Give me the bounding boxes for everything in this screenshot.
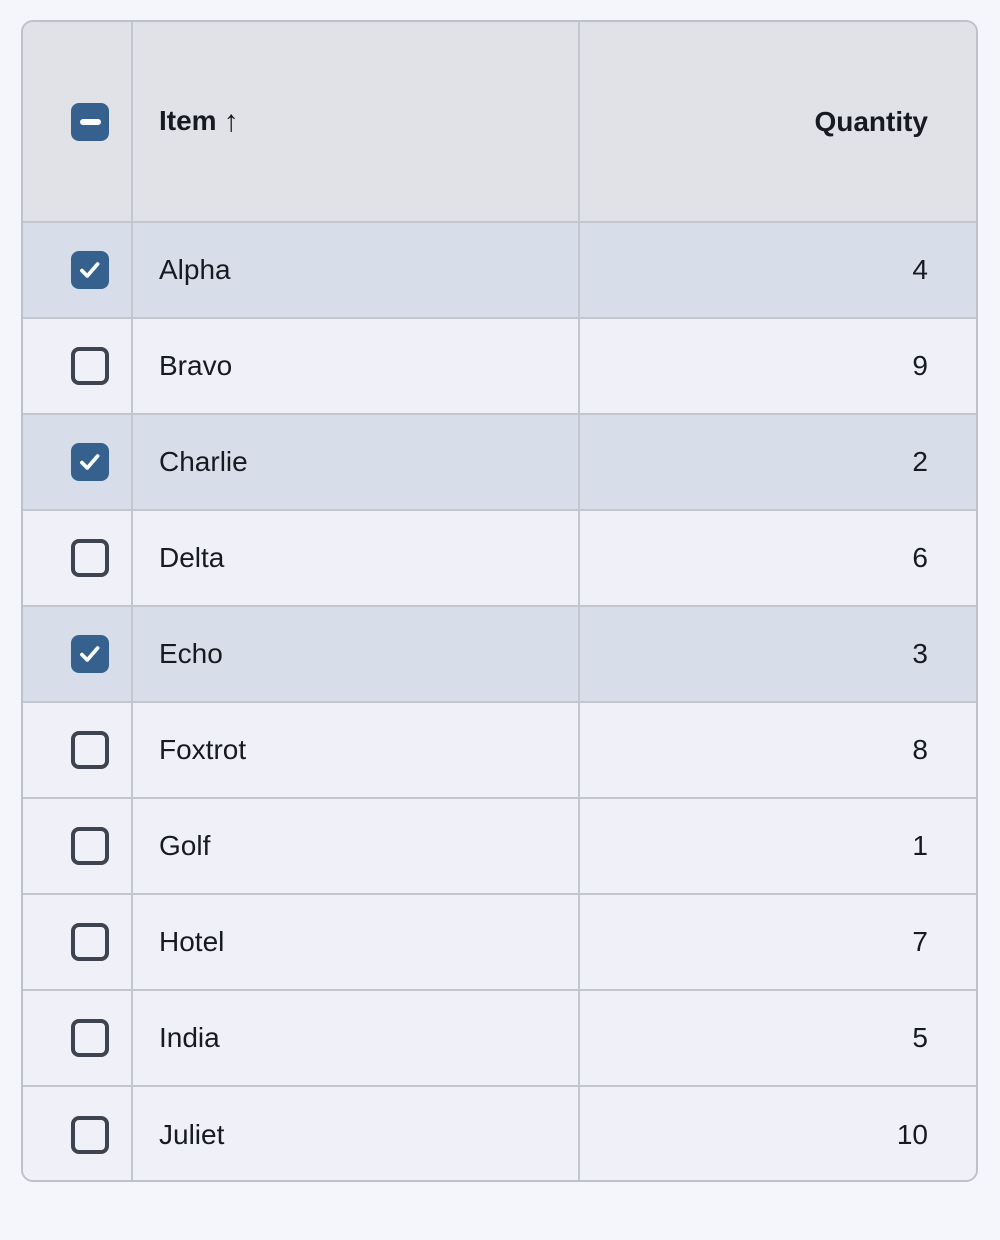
check-icon — [80, 646, 100, 662]
row-quantity-cell: 3 — [579, 605, 976, 702]
row-item-label: Delta — [159, 542, 225, 573]
header-select-cell — [23, 22, 133, 222]
row-quantity: 9 — [912, 350, 928, 381]
row-item-label: Bravo — [159, 350, 233, 381]
table-row[interactable]: Juliet 10 — [23, 1085, 976, 1180]
row-checkbox[interactable] — [71, 731, 109, 769]
row-quantity-cell: 7 — [579, 893, 976, 990]
table-row[interactable]: Golf 1 — [23, 797, 976, 894]
row-quantity: 3 — [912, 638, 928, 669]
row-select-cell — [23, 317, 133, 414]
row-quantity: 8 — [912, 734, 928, 765]
row-quantity: 5 — [912, 1022, 928, 1053]
row-item-cell: Juliet — [132, 1085, 580, 1180]
row-quantity-cell: 5 — [579, 989, 976, 1086]
check-icon — [80, 262, 100, 278]
row-checkbox[interactable] — [71, 827, 109, 865]
row-item-label: Foxtrot — [159, 734, 247, 765]
row-quantity-cell: 2 — [579, 413, 976, 510]
row-item-label: India — [159, 1022, 220, 1053]
row-select-cell — [23, 605, 133, 702]
row-item-cell: Alpha — [132, 221, 580, 318]
row-select-cell — [23, 1085, 133, 1180]
row-item-label: Juliet — [159, 1118, 225, 1150]
table-row[interactable]: Foxtrot 8 — [23, 701, 976, 798]
data-table-card: Item ↑ Quantity Alpha 4 — [21, 20, 978, 1182]
row-item-cell: Foxtrot — [132, 701, 580, 798]
column-header-quantity[interactable]: Quantity — [579, 22, 976, 222]
row-select-cell — [23, 221, 133, 318]
row-select-cell — [23, 509, 133, 606]
table-row[interactable]: India 5 — [23, 989, 976, 1086]
row-quantity: 4 — [912, 254, 928, 285]
table-row[interactable]: Bravo 9 — [23, 317, 976, 414]
row-checkbox[interactable] — [71, 443, 109, 481]
row-select-cell — [23, 413, 133, 510]
row-quantity-cell: 10 — [579, 1085, 976, 1180]
column-header-quantity-label: Quantity — [814, 105, 928, 137]
row-item-cell: Bravo — [132, 317, 580, 414]
row-item-label: Golf — [159, 830, 211, 861]
row-checkbox[interactable] — [71, 1115, 109, 1154]
row-checkbox[interactable] — [71, 251, 109, 289]
row-quantity: 2 — [912, 446, 928, 477]
header-row: Item ↑ Quantity — [23, 22, 976, 222]
table-row[interactable]: Delta 6 — [23, 509, 976, 606]
row-select-cell — [23, 989, 133, 1086]
sort-ascending-icon: ↑ — [223, 104, 239, 138]
row-checkbox[interactable] — [71, 923, 109, 961]
table-row[interactable]: Alpha 4 — [23, 221, 976, 318]
row-item-cell: Echo — [132, 605, 580, 702]
row-checkbox[interactable] — [71, 539, 109, 577]
row-checkbox[interactable] — [71, 1019, 109, 1057]
row-quantity-cell: 6 — [579, 509, 976, 606]
row-item-label: Charlie — [159, 446, 248, 477]
table-row[interactable]: Echo 3 — [23, 605, 976, 702]
row-item-cell: Delta — [132, 509, 580, 606]
row-item-cell: Hotel — [132, 893, 580, 990]
column-header-item-label: Item — [159, 104, 217, 136]
row-quantity-cell: 9 — [579, 317, 976, 414]
table-body: Alpha 4 Bravo 9 — [23, 221, 976, 1180]
data-table: Item ↑ Quantity Alpha 4 — [23, 22, 976, 1180]
row-item-cell: India — [132, 989, 580, 1086]
row-quantity: 6 — [912, 542, 928, 573]
indeterminate-dash-icon — [79, 118, 101, 125]
row-select-cell — [23, 797, 133, 894]
row-quantity: 7 — [912, 926, 928, 957]
column-header-item[interactable]: Item ↑ — [132, 22, 580, 222]
row-item-label: Alpha — [159, 254, 231, 285]
row-item-label: Echo — [159, 638, 223, 669]
row-quantity: 1 — [912, 830, 928, 861]
row-checkbox[interactable] — [71, 347, 109, 385]
row-item-label: Hotel — [159, 926, 225, 957]
check-icon — [80, 454, 100, 470]
table-row[interactable]: Hotel 7 — [23, 893, 976, 990]
row-select-cell — [23, 701, 133, 798]
table-row[interactable]: Charlie 2 — [23, 413, 976, 510]
table-header: Item ↑ Quantity — [23, 22, 976, 222]
row-checkbox[interactable] — [71, 635, 109, 673]
row-select-cell — [23, 893, 133, 990]
row-item-cell: Charlie — [132, 413, 580, 510]
row-quantity-cell: 4 — [579, 221, 976, 318]
row-item-cell: Golf — [132, 797, 580, 894]
select-all-checkbox[interactable] — [71, 102, 109, 141]
row-quantity-cell: 8 — [579, 701, 976, 798]
row-quantity-cell: 1 — [579, 797, 976, 894]
row-quantity: 10 — [896, 1118, 928, 1150]
